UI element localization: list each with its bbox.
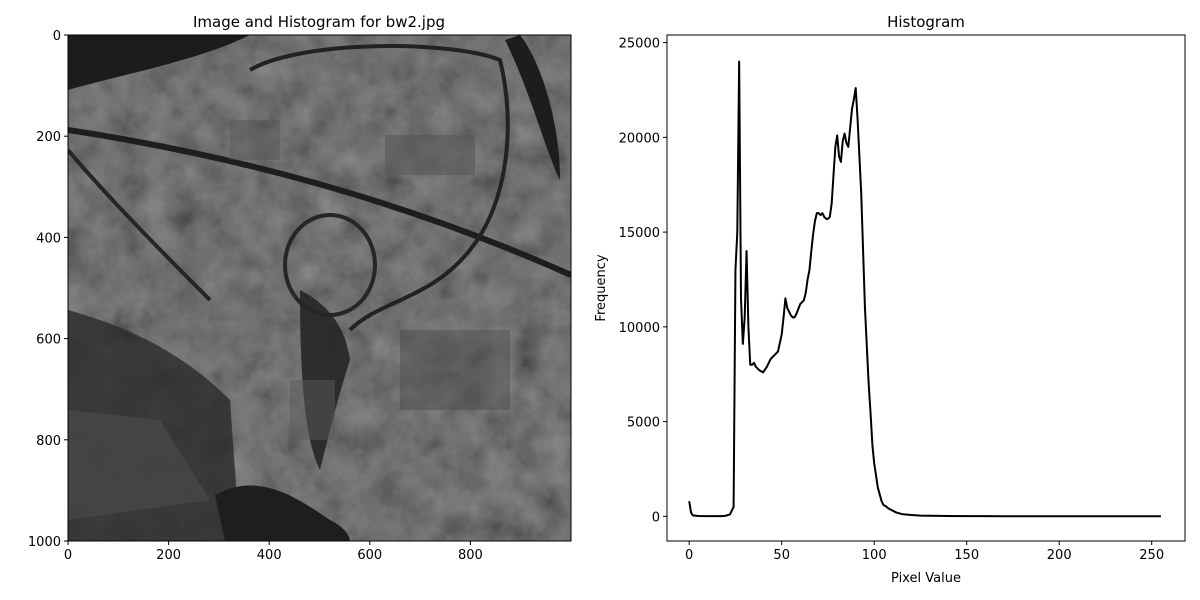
image-x-tick-label: 200 [156, 548, 181, 563]
image-y-tick-label: 400 [36, 231, 61, 246]
histogram-axes-frame [666, 34, 1186, 542]
histogram-y-tick-label: 5000 [627, 416, 660, 431]
image-panel: Image and Histogram for bw2.jpg 0 200 400 6… [28, 13, 572, 563]
histogram-y-axis: 0 5000 10000 15000 20000 25000 [619, 37, 667, 525]
image-y-tick-label: 600 [36, 333, 61, 348]
histogram-panel: Histogram 0 50 100 150 200 250 0 5000 10000 1500… [594, 13, 1186, 586]
image-x-tick-label: 800 [458, 548, 483, 563]
histogram-x-axis: 0 50 100 150 200 250 [685, 541, 1164, 563]
histogram-y-tick-label: 20000 [619, 131, 660, 146]
satellite-image [68, 35, 571, 541]
histogram-x-tick-label: 50 [773, 548, 790, 563]
image-y-tick-label: 200 [36, 130, 61, 145]
histogram-y-tick-label: 15000 [619, 226, 660, 241]
image-x-tick-label: 400 [257, 548, 282, 563]
image-axes-frame [67, 34, 572, 542]
image-panel-title: Image and Histogram for bw2.jpg [193, 13, 445, 31]
histogram-ylabel: Frequency [594, 254, 609, 321]
histogram-title: Histogram [887, 13, 965, 31]
histogram-y-tick-label: 25000 [619, 37, 660, 52]
histogram-xlabel: Pixel Value [891, 571, 961, 586]
histogram-x-tick-label: 0 [685, 548, 693, 563]
histogram-x-tick-label: 250 [1139, 548, 1164, 563]
image-x-axis: 0 200 400 600 800 [64, 541, 483, 563]
image-y-tick-label: 1000 [28, 535, 61, 550]
histogram-y-tick-label: 10000 [619, 321, 660, 336]
image-x-tick-label: 0 [64, 548, 72, 563]
histogram-y-tick-label: 0 [652, 510, 660, 525]
image-y-tick-label: 0 [53, 29, 61, 44]
histogram-x-tick-label: 100 [862, 548, 887, 563]
histogram-x-tick-label: 200 [1047, 548, 1072, 563]
image-x-tick-label: 600 [357, 548, 382, 563]
image-y-tick-label: 800 [36, 434, 61, 449]
image-y-axis: 0 200 400 600 800 1000 [28, 29, 68, 550]
histogram-series-line [688, 60, 1161, 518]
histogram-x-tick-label: 150 [954, 548, 979, 563]
